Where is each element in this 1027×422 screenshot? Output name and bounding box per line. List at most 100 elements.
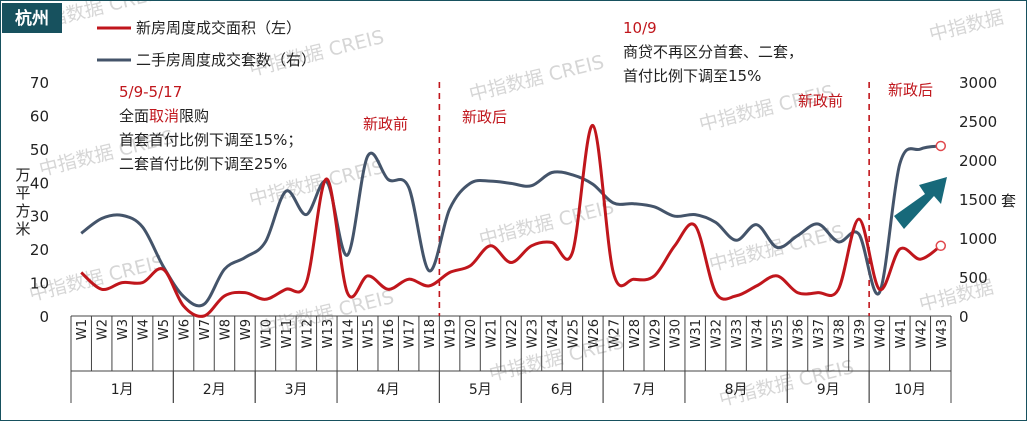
y-left-tick-label: 50: [30, 141, 49, 159]
y-right-tick-label: 2000: [959, 152, 997, 170]
annotation-1-date: 5/9-5/17: [119, 83, 182, 101]
x-tick-label: W32: [710, 319, 725, 348]
x-tick-label: W35: [771, 319, 786, 348]
annotation-1-line-1: 全面取消限购: [119, 107, 209, 125]
month-label: 2月: [203, 382, 226, 398]
x-tick-label: W19: [444, 319, 459, 348]
x-tick-label: W20: [464, 319, 479, 348]
y-left-tick-label: 20: [30, 241, 49, 259]
axes: 0 10 20 30 40 50 60 70 0 500 1000 1500 2000 2500 3000 W…: [30, 74, 997, 403]
x-tick-label: W37: [812, 319, 827, 348]
x-tick-label: W21: [485, 319, 500, 348]
city-badge: [2, 3, 62, 33]
month-label: 7月: [633, 382, 656, 398]
x-tick-label: W42: [914, 319, 929, 348]
y-right-tick-label: 1500: [959, 191, 997, 209]
annotation-1-line-2: 首套首付比例下调至15%；: [119, 131, 302, 149]
annotation-2-line-2: 首付比例下调至15%: [623, 67, 761, 85]
x-tick-label: W29: [648, 319, 663, 348]
annotation-2-date: 10/9: [623, 19, 657, 37]
y-right-tick-label: 0: [959, 308, 969, 326]
x-tick-label: W6: [178, 319, 193, 340]
legend-label-new-housing: 新房周度成交面积（左）: [136, 19, 301, 37]
x-tick-label: W11: [280, 319, 295, 348]
y-right-tick-label: 2500: [959, 113, 997, 131]
x-tick-label: W43: [935, 319, 950, 348]
x-tick-label: W30: [669, 319, 684, 348]
svg-text:方: 方: [15, 202, 30, 220]
x-tick-label: W41: [894, 319, 909, 348]
label-post-policy-1: 新政后: [462, 108, 507, 126]
month-label: 4月: [377, 382, 400, 398]
x-tick-label: W25: [566, 319, 581, 348]
month-label: 8月: [725, 382, 748, 398]
svg-text:万: 万: [15, 166, 30, 184]
y-left-tick-label: 40: [30, 174, 49, 192]
label-pre-policy-2: 新政前: [798, 92, 843, 110]
city-badge-label: 杭州: [15, 8, 49, 29]
month-label: 3月: [285, 382, 308, 398]
month-label: 9月: [817, 382, 840, 398]
x-tick-label: W31: [689, 319, 704, 348]
x-tick-label: W26: [587, 319, 602, 348]
series-layer: [80, 123, 947, 318]
y-right-tick-label: 500: [959, 269, 988, 287]
x-tick-label: W16: [382, 319, 397, 348]
x-tick-label: W10: [259, 319, 274, 348]
x-tick-label: W27: [607, 319, 622, 348]
x-tick-label: W24: [546, 319, 561, 348]
watermark-text: 中指数据: [927, 6, 1006, 46]
y-right-tick-label: 1000: [959, 230, 997, 248]
x-tick-label: W3: [116, 319, 131, 340]
y-right-tick-label: 3000: [959, 74, 997, 92]
watermark-text: 中指数据 CREIS: [467, 51, 606, 106]
x-tick-label: W33: [730, 319, 745, 348]
annotation-1-line-3: 二套首付比例下调至25%: [119, 155, 287, 173]
y-left-tick-label: 30: [30, 208, 49, 226]
x-tick-label: W40: [873, 319, 888, 348]
series-end-marker: [935, 240, 947, 252]
x-tick-label: W2: [96, 319, 111, 340]
x-tick-label: W1: [75, 319, 90, 340]
svg-text:米: 米: [15, 220, 30, 238]
svg-text:平: 平: [15, 184, 30, 202]
x-tick-label: W14: [341, 319, 356, 348]
y-left-tick-label: 60: [30, 107, 49, 125]
x-tick-label: W12: [300, 319, 315, 348]
y-left-tick-label: 10: [30, 275, 49, 293]
trend-up-arrow-icon: [894, 177, 947, 229]
x-tick-label: W13: [321, 319, 336, 348]
month-label: 10月: [894, 382, 926, 398]
x-tick-label: W15: [362, 319, 377, 348]
x-tick-label: W39: [853, 319, 868, 348]
x-tick-label: W28: [628, 319, 643, 348]
x-tick-label: W4: [137, 319, 152, 340]
label-post-policy-2: 新政后: [888, 81, 933, 99]
x-tick-label: W34: [751, 319, 766, 348]
x-tick-label: W7: [198, 319, 213, 340]
y-left-axis-title: 万 平 方 米: [15, 166, 30, 238]
label-pre-policy-1: 新政前: [363, 115, 408, 133]
legend-label-resale-housing: 二手房周度成交套数（右）: [136, 51, 316, 69]
x-tick-label: W22: [505, 319, 520, 348]
x-tick-label: W5: [157, 319, 172, 340]
x-tick-label: W9: [239, 319, 254, 340]
x-tick-label: W17: [403, 319, 418, 348]
y-left-tick-label: 0: [39, 308, 49, 326]
y-left-tick-label: 70: [30, 74, 49, 92]
series-line-new-housing: [80, 123, 942, 318]
series-end-marker: [935, 140, 947, 152]
x-tick-label: W8: [218, 319, 233, 340]
month-label: 6月: [551, 382, 574, 398]
x-tick-label: W23: [525, 319, 540, 348]
y-right-axis-title: 套: [1001, 192, 1016, 210]
month-label: 1月: [111, 382, 134, 398]
x-tick-label: W36: [792, 319, 807, 348]
x-tick-label: W38: [832, 319, 847, 348]
series-line-resale-housing: [80, 144, 942, 308]
x-tick-label: W18: [423, 319, 438, 348]
month-label: 5月: [469, 382, 492, 398]
annotation-2-line-1: 商贷不再区分首套、二套，: [623, 43, 803, 61]
